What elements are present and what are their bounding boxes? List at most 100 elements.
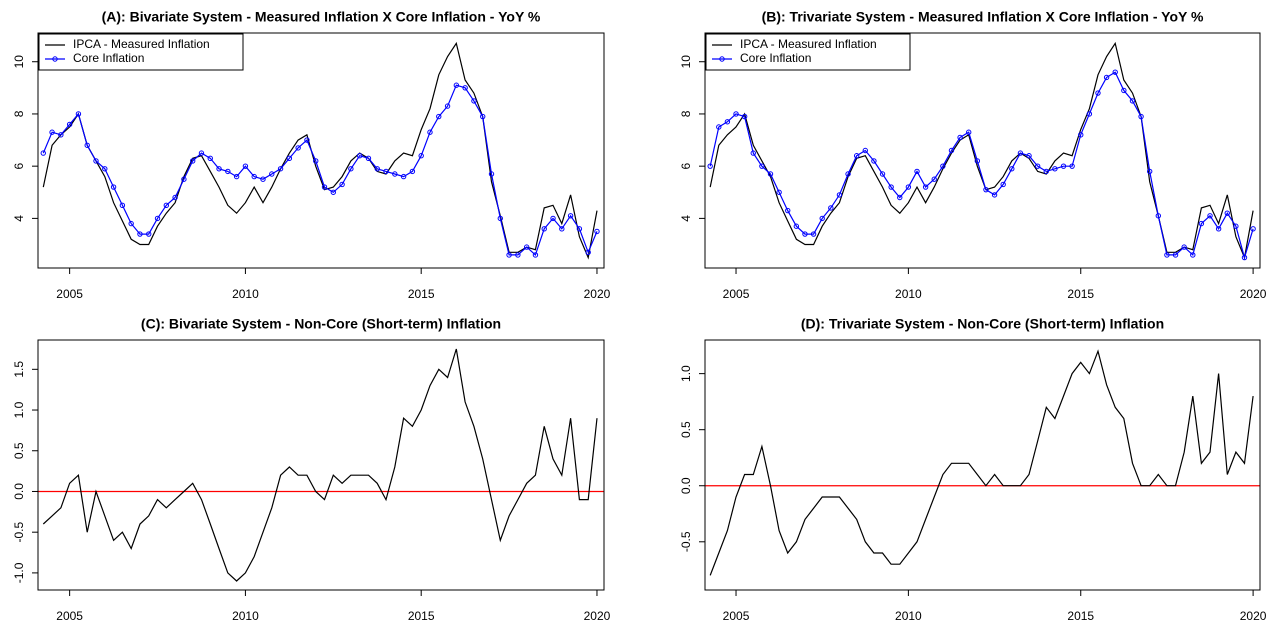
series-marker	[879, 171, 886, 177]
legend-label: IPCA - Measured Inflation	[740, 37, 877, 51]
series-marker	[436, 113, 442, 120]
plot-frame	[704, 32, 1261, 269]
series-marker	[914, 168, 920, 175]
series-marker	[453, 82, 460, 88]
y-tick-label: 0.5	[12, 442, 26, 459]
series-marker	[1078, 132, 1084, 138]
series-marker	[1146, 168, 1153, 175]
series-marker	[365, 155, 372, 162]
series-marker	[974, 158, 981, 164]
y-tick-label: 8	[12, 110, 26, 117]
chart-title: (B): Trivariate System - Measured Inflat…	[762, 9, 1204, 25]
y-tick-label: 10	[679, 55, 693, 69]
panel: (A): Bivariate System - Measured Inflati…	[12, 9, 610, 301]
series-marker	[888, 184, 894, 190]
series-marker	[1207, 213, 1213, 219]
series-marker	[242, 163, 249, 169]
x-tick-label: 2010	[895, 287, 922, 301]
y-tick-label: -0.5	[679, 531, 693, 552]
x-tick-label: 2020	[1240, 609, 1267, 623]
series-marker	[1233, 223, 1239, 229]
chart-title: (C): Bivariate System - Non-Core (Short-…	[141, 316, 501, 332]
y-tick-label: 4	[12, 215, 26, 222]
series-marker	[793, 223, 800, 229]
series-marker	[1198, 220, 1205, 227]
series-marker	[559, 226, 565, 232]
x-tick-label: 2010	[232, 287, 259, 301]
series-marker	[269, 171, 275, 177]
series-marker	[1250, 226, 1256, 232]
series-marker	[128, 220, 134, 227]
x-tick-label: 2005	[723, 287, 750, 301]
series-marker	[119, 202, 126, 209]
series-marker	[550, 215, 556, 222]
series-marker	[251, 173, 257, 180]
series-marker	[1103, 74, 1110, 81]
series-marker	[810, 231, 817, 237]
x-tick-label: 2020	[1240, 287, 1267, 301]
series-marker	[1172, 252, 1179, 258]
series-marker	[1069, 163, 1075, 169]
series-marker	[1052, 166, 1058, 172]
series-marker	[750, 150, 756, 156]
series-marker	[759, 163, 765, 169]
series-marker	[966, 129, 972, 135]
series-marker	[348, 166, 354, 172]
series-marker	[585, 249, 591, 256]
series-marker	[181, 176, 187, 182]
series-marker	[828, 205, 834, 211]
series-marker	[871, 158, 877, 164]
series-marker	[991, 192, 998, 198]
y-tick-label: 10	[12, 55, 26, 69]
panel: (D): Trivariate System - Non-Core (Short…	[679, 316, 1267, 623]
series-marker	[110, 184, 117, 190]
x-tick-label: 2005	[56, 287, 83, 301]
y-tick-label: 4	[679, 215, 693, 222]
y-tick-label: 1.0	[679, 365, 693, 382]
plot-frame	[704, 339, 1261, 591]
x-tick-label: 2015	[1067, 287, 1094, 301]
series-marker	[1043, 168, 1049, 175]
series-marker	[137, 231, 143, 237]
series-marker	[776, 189, 782, 195]
series-marker	[146, 231, 152, 237]
series-marker	[1121, 87, 1127, 94]
series-marker	[321, 184, 328, 190]
legend-marker	[719, 56, 725, 62]
legend-box	[705, 33, 911, 71]
series-marker	[172, 194, 178, 201]
series-marker	[1190, 252, 1196, 258]
x-tick-label: 2015	[408, 287, 435, 301]
series-marker	[594, 228, 600, 235]
series-marker	[922, 184, 929, 190]
series-marker	[93, 158, 99, 164]
chart-title: (A): Bivariate System - Measured Inflati…	[102, 9, 541, 25]
series-marker	[940, 163, 946, 169]
series-marker	[189, 158, 196, 164]
series-marker	[383, 168, 389, 175]
x-tick-label: 2005	[723, 609, 750, 623]
series-marker	[225, 168, 231, 175]
series-marker	[819, 215, 825, 222]
series-marker	[948, 147, 955, 154]
x-tick-label: 2015	[1067, 609, 1094, 623]
series-marker	[330, 189, 337, 195]
series-marker	[515, 252, 521, 258]
series-marker	[1034, 163, 1041, 169]
x-tick-label: 2020	[584, 287, 611, 301]
series-marker	[84, 142, 90, 148]
series-marker	[1086, 111, 1093, 117]
series-marker	[707, 163, 713, 169]
x-tick-label: 2010	[895, 609, 922, 623]
series-marker	[480, 113, 486, 120]
series-marker	[1060, 163, 1067, 169]
chart-title: (D): Trivariate System - Non-Core (Short…	[801, 316, 1164, 332]
series-marker	[957, 134, 963, 141]
panel: (B): Trivariate System - Measured Inflat…	[679, 9, 1267, 301]
series-marker	[207, 155, 213, 162]
series-marker	[58, 132, 64, 138]
series-marker	[785, 207, 791, 214]
series-marker	[75, 111, 82, 117]
plot-frame	[37, 339, 605, 591]
series-marker	[1000, 181, 1006, 188]
